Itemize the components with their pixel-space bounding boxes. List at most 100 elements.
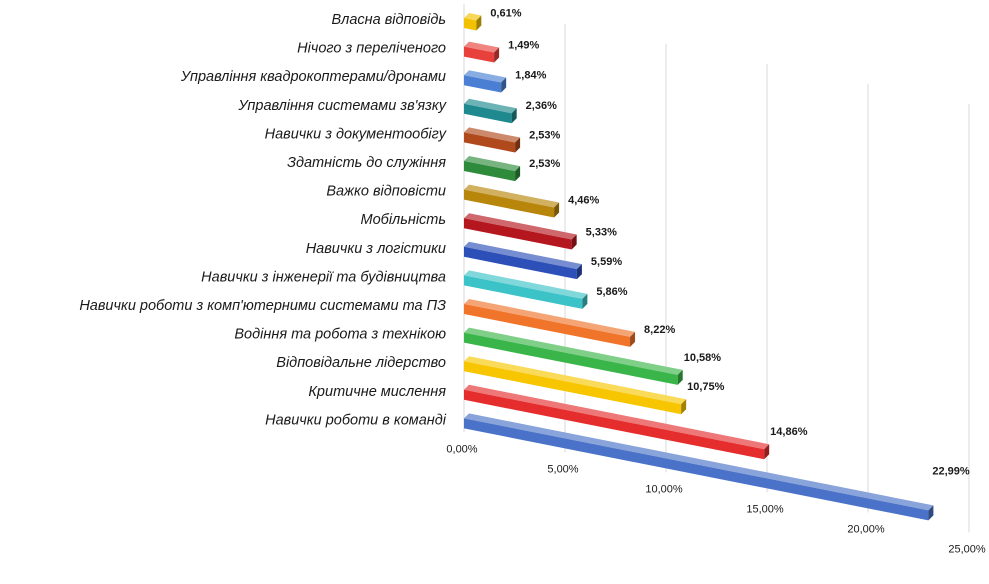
x-tick-label: 25,00% — [948, 543, 986, 555]
bar-top — [464, 356, 687, 405]
category-label: Навички з інженерії та будівництва — [201, 269, 446, 285]
value-label: 8,22% — [644, 324, 675, 336]
bar-front — [464, 246, 577, 280]
value-label: 22,99% — [932, 465, 970, 477]
category-label: Відповідальне лідерство — [276, 355, 446, 371]
bar-top — [464, 127, 521, 143]
value-label: 10,58% — [684, 352, 722, 364]
bar — [464, 299, 636, 347]
bar — [464, 384, 770, 460]
bar-end — [576, 264, 582, 280]
bar-front — [464, 361, 682, 415]
category-label: Навички роботи в команді — [265, 412, 447, 428]
bar-front — [464, 46, 495, 63]
bar-top — [464, 299, 636, 337]
category-label: Навички роботи з комп'ютерними системами… — [79, 298, 446, 314]
bar-top — [464, 327, 683, 375]
bar-top — [464, 241, 582, 270]
bar-top — [464, 184, 560, 208]
bar — [464, 98, 517, 124]
bar-end — [677, 369, 683, 385]
bar-end — [515, 166, 521, 182]
value-label: 1,49% — [508, 40, 539, 52]
category-label: Мобільність — [361, 212, 446, 228]
value-label: 2,53% — [529, 130, 560, 142]
bar-end — [681, 399, 687, 415]
bar-end — [582, 293, 588, 309]
category-label: Критичне мислення — [308, 384, 446, 400]
value-label: 2,53% — [529, 158, 560, 170]
value-label: 5,33% — [586, 227, 617, 239]
x-tick-label: 0,00% — [446, 443, 477, 455]
category-label: Нічого з переліченого — [297, 41, 446, 57]
bar-front — [464, 304, 631, 347]
value-label: 1,84% — [515, 70, 546, 82]
bars-layer — [464, 13, 934, 521]
bar-front — [464, 275, 583, 309]
bar-top — [464, 270, 588, 299]
bar-top — [464, 384, 770, 450]
value-label: 0,61% — [490, 7, 521, 19]
category-label: Здатність до служіння — [287, 155, 446, 171]
bar — [464, 70, 507, 93]
bar — [464, 270, 588, 309]
bar-front — [464, 18, 477, 31]
bar-front — [464, 418, 929, 521]
bar — [464, 13, 482, 31]
bar — [464, 127, 521, 153]
bar-front — [464, 132, 516, 153]
category-label: Управління системами зв'язку — [237, 98, 446, 114]
value-label: 5,86% — [596, 286, 627, 298]
bar-end — [476, 15, 482, 31]
bar-end — [554, 202, 560, 218]
bar-end — [928, 505, 934, 521]
bar-end — [515, 137, 521, 153]
bar-front — [464, 189, 555, 218]
grid-layer — [463, 4, 970, 533]
bar-top — [464, 413, 934, 511]
category-label: Навички з документообігу — [265, 126, 447, 142]
category-label: Важко відповісти — [326, 184, 446, 200]
bar — [464, 213, 577, 250]
bar — [464, 156, 521, 182]
bar-end — [494, 47, 500, 63]
bar-end — [571, 234, 577, 250]
bar-front — [464, 389, 765, 460]
bar — [464, 356, 687, 415]
bar-top — [464, 13, 482, 21]
bar-top — [464, 70, 507, 83]
bar — [464, 413, 934, 521]
bar — [464, 327, 683, 385]
x-tick-label: 5,00% — [547, 463, 578, 475]
category-label: Водіння та робота з технікою — [234, 327, 446, 343]
value-label: 2,36% — [526, 100, 557, 112]
bar-front — [464, 75, 502, 93]
bar-top — [464, 156, 521, 172]
bar-end — [511, 108, 517, 124]
value-label: 10,75% — [687, 381, 725, 393]
category-label: Управління квадрокоптерами/дронами — [180, 69, 446, 85]
bar-front — [464, 218, 572, 250]
bar-top — [464, 98, 517, 114]
x-tick-label: 15,00% — [746, 503, 784, 515]
bar-end — [764, 444, 770, 460]
value-label: 14,86% — [770, 426, 808, 438]
category-label: Навички з логістики — [306, 241, 446, 257]
value-label: 4,46% — [568, 194, 599, 206]
bar-front — [464, 103, 512, 124]
bar-top — [464, 41, 500, 53]
bar — [464, 41, 500, 63]
bar — [464, 184, 560, 218]
labels-layer: Власна відповідь 0,61% Нічого з перелічено… — [79, 7, 986, 555]
bar-front — [464, 161, 516, 182]
bar-end — [630, 331, 636, 347]
value-label: 5,59% — [591, 256, 622, 268]
bar-end — [501, 77, 507, 93]
bar-front — [464, 332, 678, 385]
x-tick-label: 20,00% — [847, 523, 885, 535]
category-label: Власна відповідь — [331, 12, 446, 28]
bar — [464, 241, 582, 280]
bar-top — [464, 213, 577, 240]
x-tick-label: 10,00% — [645, 483, 683, 495]
